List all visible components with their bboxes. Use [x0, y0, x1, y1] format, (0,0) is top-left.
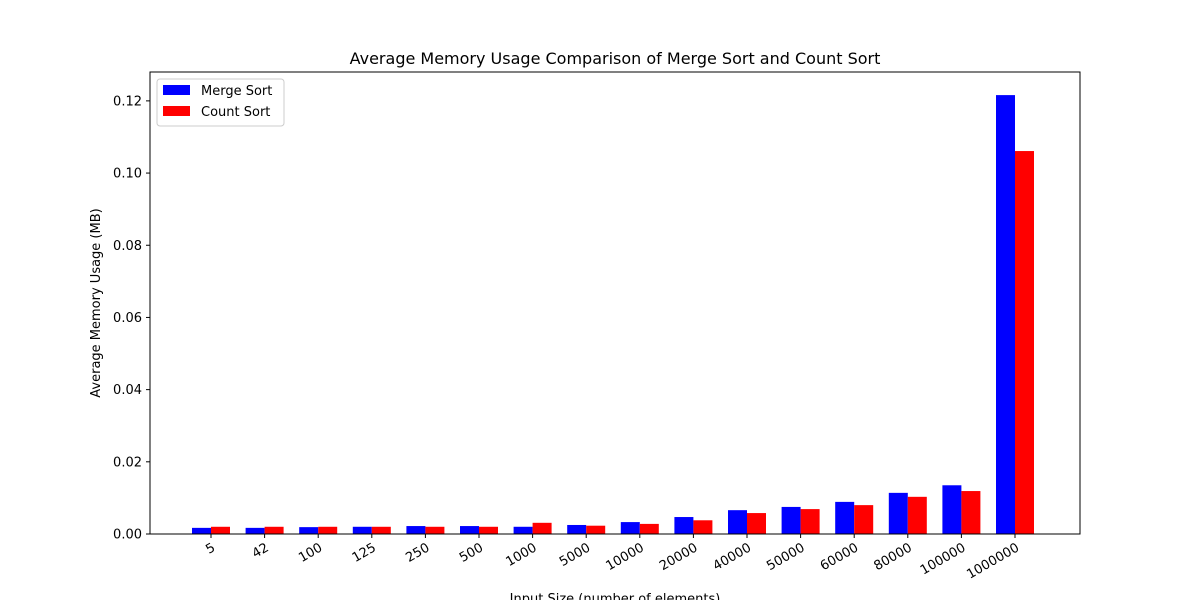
x-tick-label: 100 — [296, 540, 325, 565]
bar-count-sort — [961, 491, 981, 534]
bar-count-sort — [532, 522, 552, 534]
x-tick-label: 1000 — [503, 540, 539, 570]
x-tick-label: 40000 — [711, 540, 754, 574]
bar-count-sort — [747, 513, 766, 534]
legend-label-merge-sort: Merge Sort — [201, 84, 272, 99]
bar-merge-sort — [245, 527, 265, 534]
bar-merge-sort — [513, 526, 533, 534]
x-tick-label: 250 — [403, 540, 432, 565]
bar-merge-sort — [620, 522, 640, 534]
bar-count-sort — [318, 526, 338, 534]
bar-merge-sort — [192, 527, 211, 534]
bar-merge-sort — [674, 517, 694, 534]
bar-count-sort — [639, 523, 659, 534]
x-tick-label: 50000 — [764, 540, 807, 574]
y-tick-label: 0.10 — [113, 167, 142, 182]
legend-swatch-merge-sort — [163, 85, 190, 95]
bar-merge-sort — [728, 510, 747, 534]
y-tick-label: 0.00 — [113, 528, 142, 543]
bar-count-sort — [264, 526, 284, 534]
x-tick-label: 20000 — [657, 540, 700, 574]
legend: Merge Sort Count Sort — [156, 78, 285, 127]
x-tick-label: 1000000 — [964, 540, 1022, 582]
bar-merge-sort — [352, 526, 372, 534]
x-tick-label: 80000 — [871, 540, 914, 574]
x-tick-label: 125 — [350, 540, 379, 565]
bar-count-sort — [854, 505, 874, 534]
x-tick-label: 100000 — [918, 540, 968, 578]
bar-count-sort — [1015, 151, 1034, 534]
legend-label-count-sort: Count Sort — [201, 105, 270, 120]
plot-area: 0.00 0.02 0.04 0.06 0.08 0.10 0.12 5 42 100 125 250… — [113, 94, 1034, 582]
y-tick-label: 0.08 — [113, 239, 142, 254]
x-axis-label: Input Size (number of elements) — [510, 592, 721, 600]
bar-count-sort — [586, 525, 606, 534]
bar-merge-sort — [781, 506, 801, 534]
legend-swatch-count-sort — [163, 106, 190, 116]
axes-frame — [149, 71, 1081, 535]
bar-count-sort — [800, 509, 820, 534]
bar-merge-sort — [299, 527, 319, 534]
bar-count-sort — [371, 526, 391, 534]
bar-count-sort — [693, 520, 713, 534]
chart-title: Average Memory Usage Comparison of Merge… — [350, 49, 881, 68]
bar-merge-sort — [406, 526, 426, 534]
bar-merge-sort — [567, 524, 587, 534]
bar-count-sort — [479, 526, 498, 534]
bar-merge-sort — [942, 485, 962, 534]
bar-merge-sort — [460, 526, 479, 534]
x-tick-label: 500 — [457, 540, 486, 565]
bar-count-sort — [425, 526, 445, 534]
bar-merge-sort — [996, 95, 1015, 534]
x-tick-label: 5000 — [557, 540, 593, 570]
bar-count-sort — [211, 526, 230, 534]
x-tick-label: 10000 — [603, 540, 646, 574]
bar-merge-sort — [835, 501, 855, 534]
y-axis-label: Average Memory Usage (MB) — [89, 208, 104, 397]
y-tick-label: 0.02 — [113, 455, 142, 470]
y-tick-label: 0.12 — [113, 94, 142, 109]
y-tick-label: 0.06 — [113, 311, 142, 326]
x-tick-label: 5 — [203, 540, 218, 557]
bar-merge-sort — [888, 492, 908, 534]
x-tick-label: 42 — [250, 540, 272, 561]
y-tick-label: 0.04 — [113, 383, 142, 398]
x-tick-label: 60000 — [818, 540, 861, 574]
bar-count-sort — [907, 496, 927, 534]
